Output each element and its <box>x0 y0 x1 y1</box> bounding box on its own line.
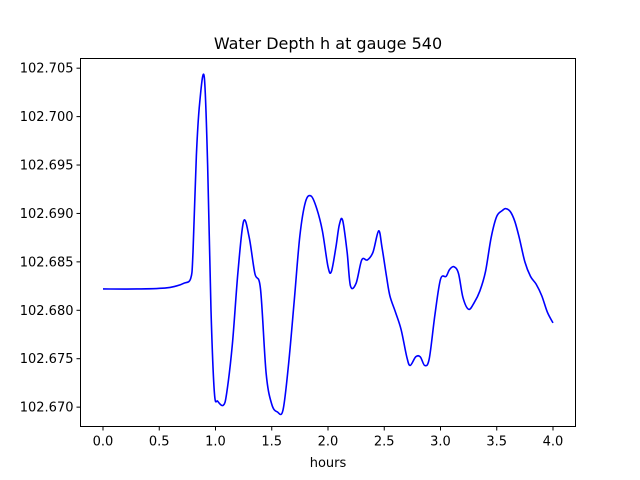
y-tick-label: 102.690 <box>20 207 74 222</box>
y-tick-label: 102.695 <box>20 159 74 174</box>
x-axis: 0.0 0.5 1.0 1.5 2.0 2.5 3.0 3.5 4.0 <box>93 426 564 450</box>
x-tick-label: 3.0 <box>430 435 451 450</box>
plot-frame <box>80 58 576 427</box>
y-tick-label: 102.700 <box>20 110 74 125</box>
x-tick-label: 2.5 <box>374 435 395 450</box>
x-axis-label: hours <box>310 456 347 471</box>
y-axis: 102.670 102.675 102.680 102.685 102.690 102.6… <box>20 62 81 416</box>
chart-title: Water Depth h at gauge 540 <box>214 34 442 53</box>
y-tick-label: 102.680 <box>20 304 74 319</box>
x-tick-label: 0.0 <box>93 435 114 450</box>
y-tick-label: 102.670 <box>20 401 74 416</box>
y-tick-label: 102.685 <box>20 255 74 270</box>
series-line <box>102 73 554 416</box>
y-tick-label: 102.675 <box>20 352 74 367</box>
x-tick-label: 3.5 <box>486 435 507 450</box>
x-tick-label: 0.5 <box>149 435 170 450</box>
x-tick-label: 1.0 <box>205 435 226 450</box>
y-tick-label: 102.705 <box>20 62 74 77</box>
x-tick-label: 2.0 <box>318 435 339 450</box>
x-tick-label: 1.5 <box>261 435 282 450</box>
plot-area <box>102 73 554 416</box>
x-tick-label: 4.0 <box>543 435 564 450</box>
